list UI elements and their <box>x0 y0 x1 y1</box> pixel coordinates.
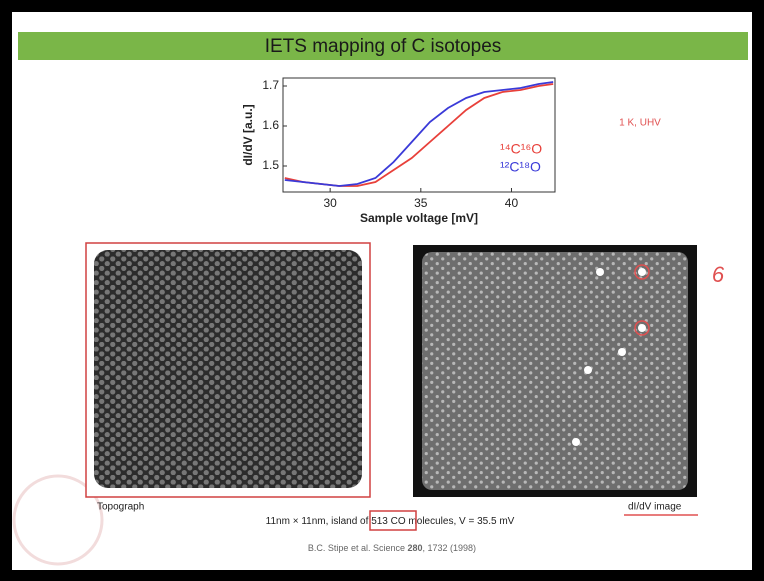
x-tick-label: 40 <box>505 196 519 210</box>
summary-part: molecules, V = 35.5 mV <box>406 516 515 527</box>
legend-label: ¹²C¹⁸O <box>500 159 541 175</box>
y-tick-label: 1.7 <box>262 78 279 92</box>
y-axis-label: dI/dV [a.u.] <box>241 104 255 165</box>
x-tick-label: 30 <box>323 196 337 210</box>
handwritten-note: 6 <box>712 262 725 287</box>
caption-left: Topograph <box>97 502 144 513</box>
slide-title: IETS mapping of C isotopes <box>265 36 502 57</box>
summary: 11nm × 11nm, island of 513 CO molecules,… <box>266 516 515 527</box>
citation-part: B.C. Stipe et al. Science <box>308 543 408 553</box>
annotation: 1 K, UHV <box>619 118 661 129</box>
topograph-lattice <box>94 250 362 488</box>
y-tick-label: 1.5 <box>262 158 279 172</box>
citation-part: , 1732 (1998) <box>423 543 477 553</box>
summary-part: 11nm × 11nm, island of <box>266 516 372 527</box>
citation-volume: 280 <box>407 543 422 553</box>
caption-right: dI/dV image <box>628 502 682 513</box>
citation: B.C. Stipe et al. Science 280, 1732 (199… <box>308 543 476 553</box>
x-tick-label: 35 <box>414 196 428 210</box>
summary-highlight: 513 CO <box>371 516 406 527</box>
slide: IETS mapping of C isotopes 1 K, UHV 6 To… <box>0 0 764 581</box>
y-tick-label: 1.6 <box>262 118 279 132</box>
page: IETS mapping of C isotopes 1 K, UHV 6 To… <box>0 0 764 581</box>
legend-label: ¹⁴C¹⁶O <box>500 141 542 157</box>
x-axis-label: Sample voltage [mV] <box>360 211 478 225</box>
didv-lattice <box>422 252 688 490</box>
